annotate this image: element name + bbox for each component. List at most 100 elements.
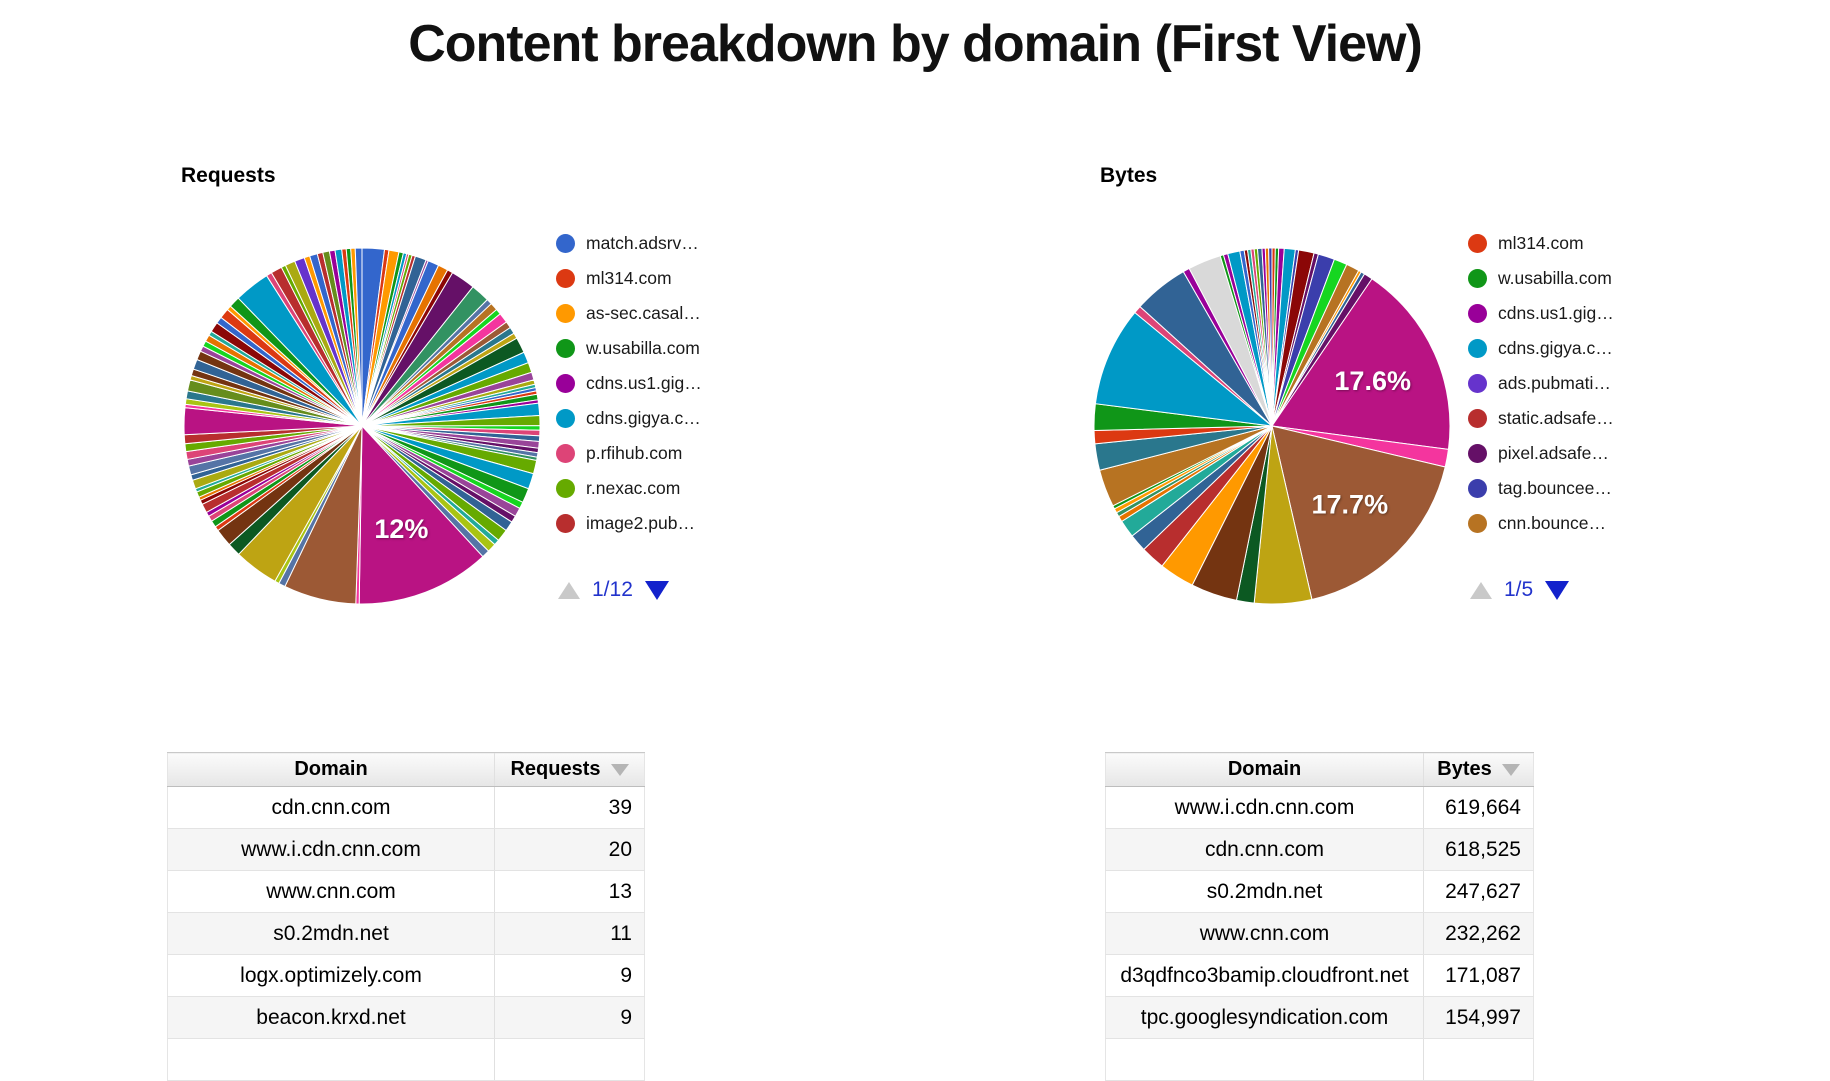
bytes-pie-chart[interactable]: 17.6% 17.7% xyxy=(1090,244,1454,608)
bytes-legend-pager: 1/5 xyxy=(1470,578,1570,602)
table-row: s0.2mdn.net 11 xyxy=(167,912,645,955)
legend-item[interactable]: static.adsafe… xyxy=(1468,401,1614,436)
value-cell: 11 xyxy=(494,912,645,955)
domain-cell: www.i.cdn.cnn.com xyxy=(1105,786,1424,829)
bytes-table-value-header[interactable]: Bytes xyxy=(1423,752,1534,787)
table-row: tpc.googlesyndication.com 154,997 xyxy=(1105,996,1534,1039)
legend-item[interactable]: as-sec.casal… xyxy=(556,296,702,331)
value-cell: 171,087 xyxy=(1423,954,1534,997)
pie-percent-label: 17.7% xyxy=(1312,489,1389,519)
domain-cell: www.cnn.com xyxy=(167,870,495,913)
legend-item[interactable]: p.rfihub.com xyxy=(556,436,702,471)
domain-cell: www.cnn.com xyxy=(1105,912,1424,955)
legend-page-up-icon[interactable] xyxy=(1470,581,1492,599)
legend-swatch-icon xyxy=(1468,409,1487,428)
legend-swatch-icon xyxy=(1468,479,1487,498)
requests-legend-pager: 1/12 xyxy=(558,578,669,602)
legend-item[interactable]: match.adsrv… xyxy=(556,226,702,261)
value-cell: 39 xyxy=(494,786,645,829)
value-cell: 618,525 xyxy=(1423,828,1534,871)
legend-item[interactable]: cdns.us1.gig… xyxy=(1468,296,1614,331)
requests-table-value-header[interactable]: Requests xyxy=(494,752,645,787)
requests-table-value-header-label: Requests xyxy=(510,758,601,780)
requests-pie-chart[interactable]: 12% xyxy=(180,244,544,608)
legend-item[interactable]: cdns.gigya.c… xyxy=(1468,331,1614,366)
bytes-table: Domain Bytes www.i.cdn.cnn.com 619,664 cdn… xyxy=(1105,752,1534,1081)
legend-label: cnn.bounce… xyxy=(1498,513,1606,533)
table-row: www.i.cdn.cnn.com 20 xyxy=(167,828,645,871)
value-cell: 9 xyxy=(494,996,645,1039)
pie-slice xyxy=(1268,247,1273,427)
legend-swatch-icon xyxy=(556,234,575,253)
pie-slice xyxy=(1271,425,1446,601)
sort-descending-icon xyxy=(610,764,629,776)
legend-swatch-icon xyxy=(556,409,575,428)
pie-slice xyxy=(1094,311,1274,427)
legend-label: match.adsrv… xyxy=(586,233,699,253)
bytes-chart-heading: Bytes xyxy=(1100,164,1158,187)
legend-label: tag.bouncee… xyxy=(1498,478,1612,498)
domain-cell: s0.2mdn.net xyxy=(1105,870,1424,913)
requests-chart-heading: Requests xyxy=(181,164,276,187)
legend-label: cdns.gigya.c… xyxy=(1498,338,1613,358)
legend-page-indicator: 1/5 xyxy=(1504,578,1534,601)
bytes-legend: ml314.com w.usabilla.com cdns.us1.gig… cdns… xyxy=(1468,226,1614,541)
legend-item[interactable]: w.usabilla.com xyxy=(556,331,702,366)
legend-item[interactable]: cnn.bounce… xyxy=(1468,506,1614,541)
domain-cell: logx.optimizely.com xyxy=(167,954,495,997)
legend-item[interactable]: ads.pubmati… xyxy=(1468,366,1614,401)
legend-swatch-icon xyxy=(556,514,575,533)
legend-item[interactable]: tag.bouncee… xyxy=(1468,471,1614,506)
value-cell: 619,664 xyxy=(1423,786,1534,829)
legend-item[interactable]: cdns.us1.gig… xyxy=(556,366,702,401)
requests-legend: match.adsrv… ml314.com as-sec.casal… w.usab… xyxy=(556,226,702,541)
pie-percent-label: 17.6% xyxy=(1334,366,1411,396)
table-row-partial xyxy=(1105,1038,1534,1081)
legend-label: cdns.us1.gig… xyxy=(586,373,702,393)
table-row: cdn.cnn.com 39 xyxy=(167,786,645,829)
requests-table: Domain Requests cdn.cnn.com 39 www.i.cdn.c… xyxy=(167,752,645,1081)
legend-swatch-icon xyxy=(556,374,575,393)
legend-item[interactable]: cdns.gigya.c… xyxy=(556,401,702,436)
domain-cell: d3qdfnco3bamip.cloudfront.net xyxy=(1105,954,1424,997)
table-row: s0.2mdn.net 247,627 xyxy=(1105,870,1534,913)
sort-descending-icon xyxy=(1501,764,1520,776)
legend-item[interactable]: pixel.adsafe… xyxy=(1468,436,1614,471)
legend-swatch-icon xyxy=(1468,374,1487,393)
requests-table-domain-header[interactable]: Domain xyxy=(167,752,495,787)
legend-item[interactable]: image2.pub… xyxy=(556,506,702,541)
table-row: www.cnn.com 232,262 xyxy=(1105,912,1534,955)
pie-slice xyxy=(1271,278,1451,450)
bytes-table-domain-header[interactable]: Domain xyxy=(1105,752,1424,787)
table-row: www.cnn.com 13 xyxy=(167,870,645,913)
table-row: cdn.cnn.com 618,525 xyxy=(1105,828,1534,871)
legend-swatch-icon xyxy=(1468,269,1487,288)
legend-swatch-icon xyxy=(556,304,575,323)
domain-cell: beacon.krxd.net xyxy=(167,996,495,1039)
legend-item[interactable]: ml314.com xyxy=(1468,226,1614,261)
legend-swatch-icon xyxy=(1468,234,1487,253)
legend-label: ml314.com xyxy=(1498,233,1584,253)
value-cell: 13 xyxy=(494,870,645,913)
value-cell: 9 xyxy=(494,954,645,997)
legend-item[interactable]: r.nexac.com xyxy=(556,471,702,506)
legend-label: image2.pub… xyxy=(586,513,695,533)
legend-item[interactable]: w.usabilla.com xyxy=(1468,261,1614,296)
legend-page-down-icon[interactable] xyxy=(644,580,669,600)
legend-page-up-icon[interactable] xyxy=(558,581,580,599)
legend-label: pixel.adsafe… xyxy=(1498,443,1609,463)
value-cell: 247,627 xyxy=(1423,870,1534,913)
legend-swatch-icon xyxy=(556,339,575,358)
domain-cell xyxy=(167,1038,495,1081)
domain-cell: tpc.googlesyndication.com xyxy=(1105,996,1424,1039)
value-cell: 20 xyxy=(494,828,645,871)
pie-slice xyxy=(358,424,484,605)
legend-label: r.nexac.com xyxy=(586,478,681,498)
legend-item[interactable]: ml314.com xyxy=(556,261,702,296)
value-cell xyxy=(1423,1038,1534,1081)
legend-label: ml314.com xyxy=(586,268,672,288)
legend-page-down-icon[interactable] xyxy=(1545,580,1570,600)
table-row: beacon.krxd.net 9 xyxy=(167,996,645,1039)
domain-cell xyxy=(1105,1038,1424,1081)
legend-swatch-icon xyxy=(1468,304,1487,323)
